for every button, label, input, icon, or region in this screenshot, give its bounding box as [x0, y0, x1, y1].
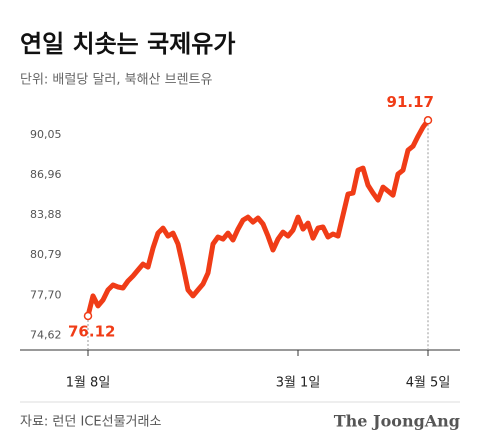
series-line [85, 117, 431, 319]
source: 자료: 런던 ICE선물거래소 [20, 415, 161, 430]
y-tick-label: 86,96 [30, 168, 62, 181]
y-tick-label: 90,05 [30, 128, 62, 141]
chart-subtitle: 단위: 배럴당 달러, 북해산 브렌트유 [20, 73, 213, 88]
y-tick-label: 74,62 [30, 328, 62, 341]
value-label: 91.17 [387, 93, 434, 111]
end-point [83, 311, 93, 321]
y-tick-label: 80,79 [30, 248, 62, 261]
end-point [423, 116, 433, 125]
x-tick-label: 4월 5일 [406, 376, 451, 391]
value-label: 76.12 [68, 322, 115, 340]
y-tick-label: 77,70 [30, 288, 62, 301]
y-tick-label: 83,88 [30, 208, 62, 221]
x-tick-label: 1월 8일 [66, 376, 111, 391]
chart-title: 연일 치솟는 국제유가 [20, 30, 235, 58]
x-tick-label: 3월 1일 [276, 376, 321, 391]
brand: The JoongAng [334, 412, 460, 431]
